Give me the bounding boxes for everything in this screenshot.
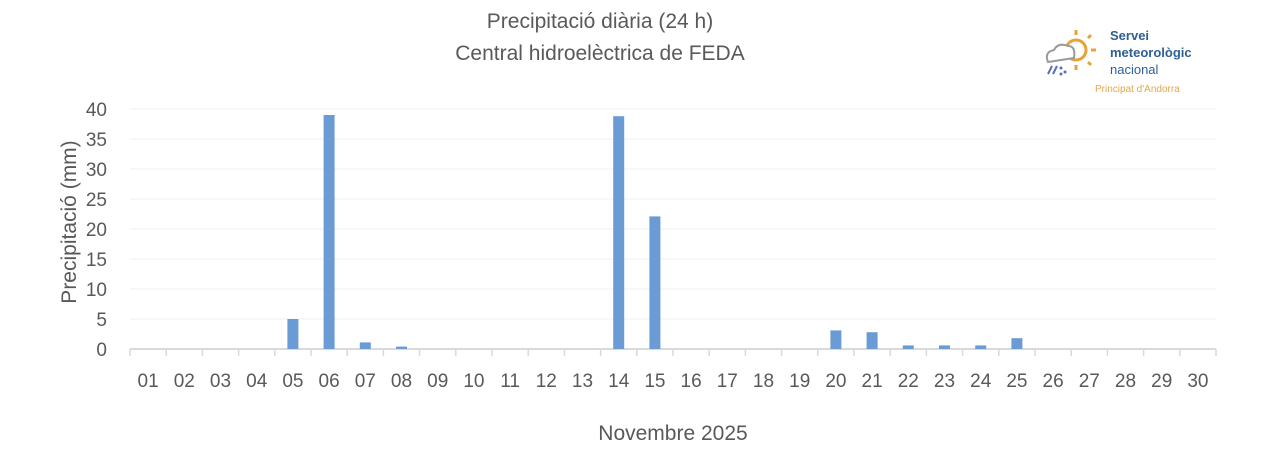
x-tick-label: 01 (138, 371, 159, 392)
bar (902, 345, 914, 349)
x-tick-label: 03 (210, 371, 231, 392)
bar (287, 319, 299, 349)
x-tick-label: 19 (789, 371, 810, 392)
x-tick-label: 30 (1187, 371, 1208, 392)
y-tick-label: 20 (86, 220, 107, 241)
bar (323, 115, 335, 349)
x-tick-label: 23 (934, 371, 955, 392)
logo-line2: meteorològic (1110, 45, 1192, 60)
x-tick-label: 15 (644, 371, 665, 392)
x-axis-label: Novembre 2025 (598, 422, 748, 445)
logo-subtitle: Principat d'Andorra (1095, 84, 1180, 95)
bar (649, 216, 661, 349)
chart-subtitle: Central hidroelèctrica de FEDA (455, 42, 745, 65)
bar (830, 330, 842, 349)
weather-logo-icon (1045, 30, 1096, 76)
x-tick-label: 10 (463, 371, 484, 392)
y-tick-label: 35 (86, 130, 107, 151)
bar (359, 342, 371, 349)
x-tick-label: 22 (898, 371, 919, 392)
y-tick-label: 0 (96, 340, 107, 361)
y-tick-label: 30 (86, 160, 107, 181)
x-tick-label: 29 (1151, 371, 1172, 392)
x-tick-label: 18 (753, 371, 774, 392)
logo-line1: Servei (1110, 28, 1150, 43)
x-tick-label: 27 (1079, 371, 1100, 392)
x-tick-label: 26 (1043, 371, 1064, 392)
x-tick-label: 13 (572, 371, 593, 392)
x-tick-label: 17 (717, 371, 738, 392)
logo-line3: nacional (1110, 62, 1159, 77)
bar (866, 332, 878, 349)
bar (613, 116, 625, 349)
x-tick-label: 08 (391, 371, 412, 392)
y-tick-label: 10 (86, 280, 107, 301)
x-tick-label: 07 (355, 371, 376, 392)
y-tick-label: 40 (86, 100, 107, 121)
bar (939, 345, 950, 349)
y-tick-label: 15 (86, 250, 107, 271)
x-tick-label: 05 (282, 371, 303, 392)
x-tick-label: 06 (319, 371, 340, 392)
x-tick-label: 16 (681, 371, 702, 392)
x-tick-label: 04 (246, 371, 268, 392)
y-tick-label: 25 (86, 190, 107, 211)
x-tick-label: 20 (825, 371, 846, 392)
bar (396, 346, 407, 349)
x-tick-label: 28 (1115, 371, 1136, 392)
smn-logo: Servei meteorològic nacional Principat d… (1040, 28, 1220, 103)
bar (1011, 338, 1023, 349)
x-tick-label: 24 (970, 371, 992, 392)
chart-title: Precipitació diària (24 h) (486, 10, 714, 33)
x-tick-label: 02 (174, 371, 195, 392)
x-tick-label: 14 (608, 371, 630, 392)
x-tick-label: 09 (427, 371, 448, 392)
x-tick-label: 21 (862, 371, 883, 392)
x-tick-label: 12 (536, 371, 557, 392)
bar (975, 345, 987, 349)
x-tick-label: 11 (500, 371, 520, 392)
y-tick-label: 5 (96, 310, 107, 331)
x-tick-label: 25 (1006, 371, 1027, 392)
